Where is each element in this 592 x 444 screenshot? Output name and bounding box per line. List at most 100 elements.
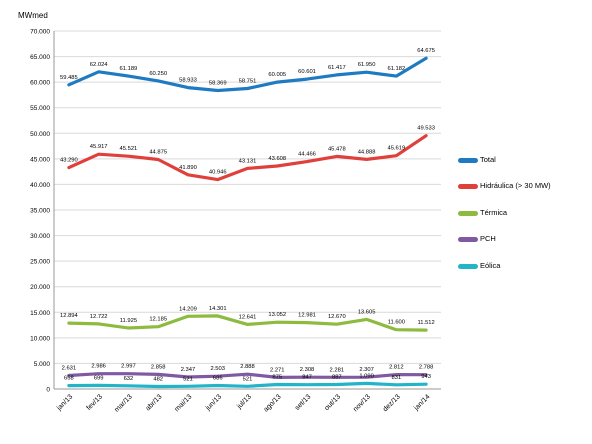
data-label: 61.182 <box>387 66 405 72</box>
y-tick-label: 20.000 <box>30 284 50 291</box>
legend-item-total: Total <box>458 155 588 168</box>
data-label: 58.369 <box>209 80 227 86</box>
data-label: 58.933 <box>179 78 197 84</box>
data-label: 44.466 <box>298 152 316 158</box>
data-label: 13.605 <box>358 309 376 315</box>
legend-label-eolica: Eólica <box>480 260 501 270</box>
legend-label-termica: Térmica <box>480 207 508 217</box>
data-label: 44.888 <box>358 149 376 155</box>
data-label: 521 <box>183 376 193 382</box>
y-tick-label: 25.000 <box>30 259 50 266</box>
y-tick-label: 45.000 <box>30 156 50 163</box>
data-label: 12.185 <box>149 317 167 323</box>
data-label: 2.997 <box>121 364 136 370</box>
series-line <box>67 372 428 379</box>
y-tick-label: 5.000 <box>34 361 51 368</box>
data-label: 49.533 <box>417 126 435 132</box>
legend-item-pch: PCH <box>458 234 588 247</box>
data-label: 61.417 <box>328 65 346 71</box>
data-label: 41.890 <box>179 165 197 171</box>
legend-item-eolica: Eólica <box>458 261 588 274</box>
x-tick-label: jan/14 <box>412 393 431 412</box>
legend: Total Hidráulica (> 30 MW) Térmica PCH E… <box>458 155 588 287</box>
data-label: 521 <box>243 376 253 382</box>
legend-swatch-pch <box>458 237 478 243</box>
data-label: 887 <box>332 374 342 380</box>
data-label: 2.271 <box>270 367 285 373</box>
x-tick-label: mar/13 <box>113 393 133 413</box>
data-label: 44.875 <box>149 149 167 155</box>
y-tick-label: 50.000 <box>30 131 50 138</box>
y-tick-label: 0 <box>46 387 50 394</box>
data-label: 831 <box>392 375 402 381</box>
y-tick-label: 30.000 <box>30 233 50 240</box>
x-tick-label: jun/13 <box>204 393 223 412</box>
data-label: 2.888 <box>240 364 255 370</box>
legend-swatch-hidraulica <box>458 184 478 190</box>
data-label: 2.503 <box>210 366 225 372</box>
data-label: 686 <box>213 375 223 381</box>
y-tick-label: 40.000 <box>30 182 50 189</box>
data-label: 847 <box>302 375 312 381</box>
data-label: 14.301 <box>209 306 227 312</box>
legend-swatch-total <box>458 158 478 163</box>
series-line <box>67 381 428 389</box>
x-tick-label: set/13 <box>294 393 313 412</box>
x-tick-label: fev/13 <box>86 393 105 412</box>
data-label: 61.950 <box>358 62 376 68</box>
data-label: 60.601 <box>298 69 316 75</box>
data-label: 12.641 <box>239 314 257 320</box>
x-tick-label: ago/13 <box>263 393 283 413</box>
data-label: 64.675 <box>417 48 435 54</box>
x-tick-label: jan/13 <box>55 393 74 412</box>
y-tick-label: 35.000 <box>30 208 50 215</box>
data-label: 60.005 <box>268 72 286 78</box>
data-label: 2.986 <box>91 364 106 370</box>
legend-item-hidraulica: Hidráulica (> 30 MW) <box>458 181 588 194</box>
data-label: 482 <box>153 377 163 383</box>
legend-swatch-termica <box>458 210 478 216</box>
data-label: 11.600 <box>388 320 405 326</box>
data-label: 2.631 <box>62 366 77 372</box>
data-label: 43.290 <box>60 158 78 164</box>
data-label: 45.521 <box>120 146 138 152</box>
data-label: 45.619 <box>387 146 405 152</box>
data-label: 60.250 <box>149 71 167 77</box>
y-axis-label: MWmed <box>18 11 48 20</box>
data-label: 2.347 <box>181 367 196 373</box>
data-label: 58.751 <box>239 79 257 85</box>
data-label: 59.485 <box>60 75 78 81</box>
data-label: 632 <box>124 376 134 382</box>
legend-item-termica: Térmica <box>458 208 588 221</box>
data-label: 875 <box>272 375 282 381</box>
data-label: 699 <box>94 375 104 381</box>
x-tick-label: out/13 <box>324 393 343 412</box>
y-tick-label: 15.000 <box>30 310 50 317</box>
x-tick-label: abr/13 <box>145 393 164 412</box>
y-tick-label: 10.000 <box>30 335 50 342</box>
data-label: 12.894 <box>60 313 79 319</box>
y-tick-label: 65.000 <box>30 54 50 61</box>
data-label: 12.981 <box>298 313 316 319</box>
data-label: 61.189 <box>120 66 138 72</box>
data-label: 2.307 <box>359 367 374 373</box>
data-label: 43.608 <box>268 156 286 162</box>
data-label: 12.722 <box>90 314 108 320</box>
data-label: 62.024 <box>90 62 109 68</box>
data-label: 11.925 <box>120 318 137 324</box>
data-label: 2.308 <box>300 367 315 373</box>
data-label: 658 <box>64 376 74 382</box>
data-label: 45.478 <box>328 146 346 152</box>
data-label: 11.512 <box>417 320 434 326</box>
x-tick-label: jul/13 <box>235 393 253 411</box>
series-line <box>67 314 428 332</box>
data-label: 43.131 <box>239 158 257 164</box>
data-label: 943 <box>421 374 431 380</box>
data-label: 1.090 <box>359 373 374 379</box>
data-label: 13.052 <box>268 312 286 318</box>
data-label: 40.946 <box>209 170 227 176</box>
y-tick-label: 60.000 <box>30 80 50 87</box>
legend-label-total: Total <box>480 155 496 164</box>
x-tick-label: nov/13 <box>352 393 372 413</box>
